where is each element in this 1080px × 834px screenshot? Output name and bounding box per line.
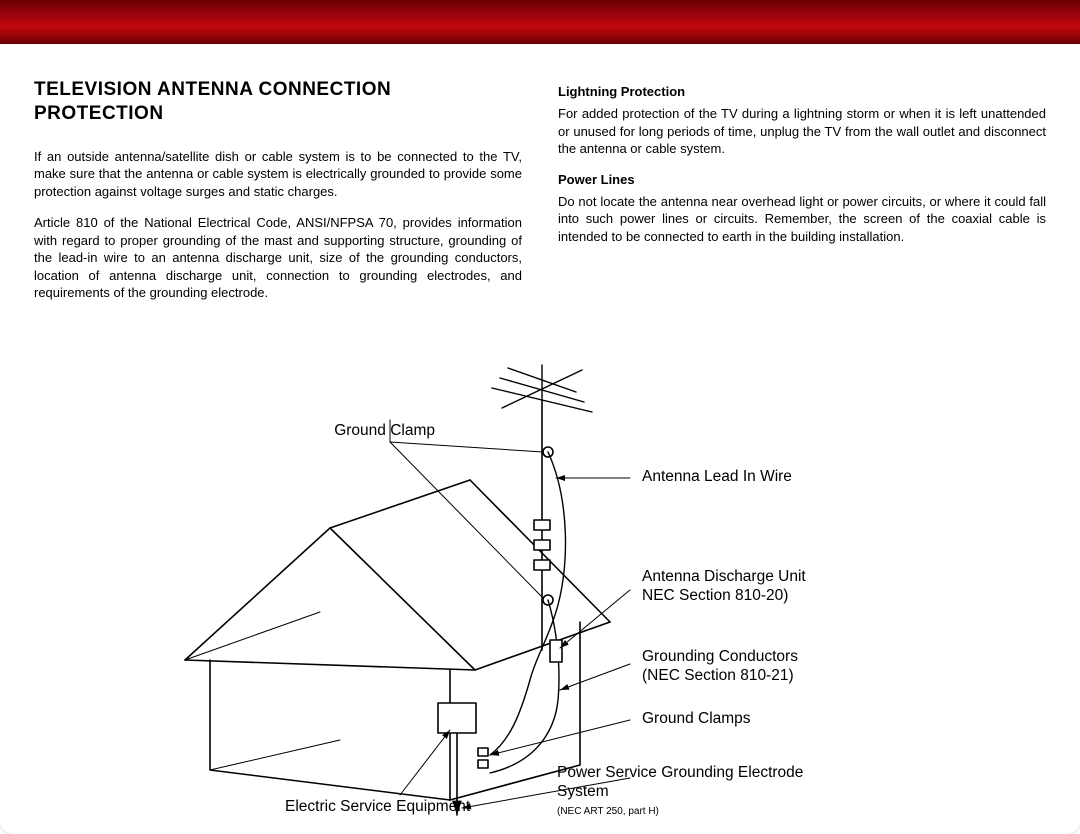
content-columns: TELEVISION ANTENNA CONNECTION PROTECTION… bbox=[34, 78, 1046, 316]
label-antenna-lead: Antenna Lead In Wire bbox=[642, 468, 792, 487]
right-column: Lightning Protection For added protectio… bbox=[558, 78, 1046, 316]
intro-paragraph-2: Article 810 of the National Electrical C… bbox=[34, 214, 522, 302]
page-title: TELEVISION ANTENNA CONNECTION PROTECTION bbox=[34, 78, 522, 126]
header-red-bar bbox=[0, 0, 1080, 44]
label-discharge-unit-l2: NEC Section 810-20) bbox=[642, 587, 788, 604]
powerlines-paragraph: Do not locate the antenna near overhead … bbox=[558, 193, 1046, 246]
left-column: TELEVISION ANTENNA CONNECTION PROTECTION… bbox=[34, 78, 522, 316]
lightning-heading: Lightning Protection bbox=[558, 84, 1046, 99]
page: TELEVISION ANTENNA CONNECTION PROTECTION… bbox=[0, 0, 1080, 834]
label-ground-clamps: Ground Clamps bbox=[642, 710, 751, 729]
antenna-diagram-svg bbox=[90, 360, 990, 830]
label-grounding-conductors: Grounding Conductors (NEC Section 810-21… bbox=[642, 648, 798, 685]
label-ground-clamp: Ground Clamp bbox=[305, 422, 435, 441]
powerlines-heading: Power Lines bbox=[558, 172, 1046, 187]
diagram-container: Ground Clamp Antenna Lead In Wire Antenn… bbox=[0, 360, 1080, 830]
label-discharge-unit-l1: Antenna Discharge Unit bbox=[642, 568, 806, 585]
diagram: Ground Clamp Antenna Lead In Wire Antenn… bbox=[90, 360, 990, 830]
label-grounding-conductors-l1: Grounding Conductors bbox=[642, 648, 798, 665]
label-nec-art: (NEC ART 250, part H) bbox=[557, 806, 659, 817]
label-power-service-l2: System bbox=[557, 783, 609, 800]
label-power-service: Power Service Grounding Electrode System… bbox=[557, 764, 803, 820]
label-discharge-unit: Antenna Discharge Unit NEC Section 810-2… bbox=[642, 568, 806, 605]
label-power-service-l1: Power Service Grounding Electrode bbox=[557, 764, 803, 781]
lightning-paragraph: For added protection of the TV during a … bbox=[558, 105, 1046, 158]
label-grounding-conductors-l2: (NEC Section 810-21) bbox=[642, 667, 794, 684]
label-electric-service: Electric Service Equipment bbox=[285, 798, 470, 817]
intro-paragraph-1: If an outside antenna/satellite dish or … bbox=[34, 148, 522, 201]
